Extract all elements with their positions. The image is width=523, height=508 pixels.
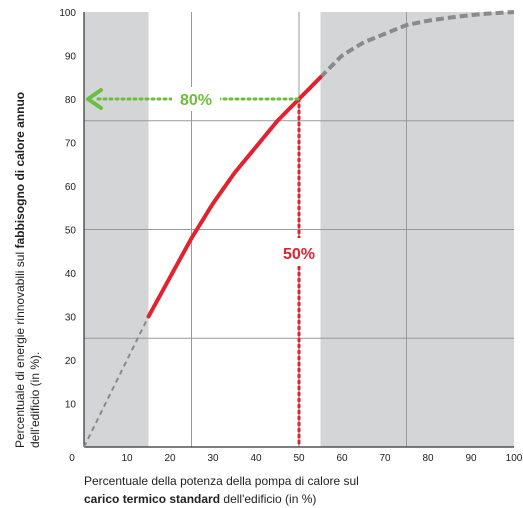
y-axis-label: Percentuale di energie rinnovabili sul f… [13,89,42,448]
y-axis-label-line2: dell'edificio (in %). [28,352,42,448]
tick-labels: 0 10 20 30 40 50 60 70 80 90 100 10 20 30 40 50 60 70 80 90… [59,8,522,464]
annotations: 50% 80% [86,87,317,449]
x-tick-label: 30 [207,453,219,464]
curve-dashed-left [83,316,150,448]
x-tick-label: 20 [164,453,176,464]
y-axis-label-part2: fabbisogno di calore annuo [13,92,27,249]
x-tick-label: 0 [69,453,75,464]
y-tick-label: 50 [65,226,77,237]
x-tick-label: 70 [379,453,391,464]
y-tick-label: 60 [65,182,77,193]
y-tick-label: 90 [65,52,77,63]
x-tick-label: 50 [293,453,305,464]
curve [83,10,515,448]
x-tick-label: 80 [422,453,434,464]
x-tick-label: 40 [250,453,262,464]
annotation-y-label-bg [172,87,220,111]
y-tick-label: 20 [65,356,77,367]
y-tick-label: 30 [65,313,77,324]
axes [83,12,514,448]
x-axis-label: Percentuale della potenza della pompa di… [84,472,504,508]
x-tick-label: 60 [336,453,348,464]
annotation-x-label-bg [281,238,317,266]
x-axis-label-rest: dell'edificio (in %) [220,492,317,506]
annotation-y-label: 80% [180,92,212,109]
annotation-y-arrowhead [86,88,103,110]
x-axis-label-bold: carico termico standard [84,492,221,506]
x-tick-label: 100 [506,453,523,464]
x-tick-label: 90 [465,453,477,464]
x-tick-label: 10 [121,453,133,464]
y-tick-label: 100 [59,8,76,19]
y-tick-label: 10 [65,400,77,411]
curve-dashed-right [319,10,515,79]
annotation-x-label: 50% [283,246,315,263]
y-tick-label: 80 [65,95,77,106]
y-axis-label-part1: Percentuale di energie rinnovabili sul [13,249,27,448]
x-axis-label-line1: Percentuale della potenza della pompa di… [84,474,359,488]
y-tick-label: 40 [65,269,77,280]
y-tick-label: 70 [65,139,77,150]
curve-highlight [146,75,323,319]
